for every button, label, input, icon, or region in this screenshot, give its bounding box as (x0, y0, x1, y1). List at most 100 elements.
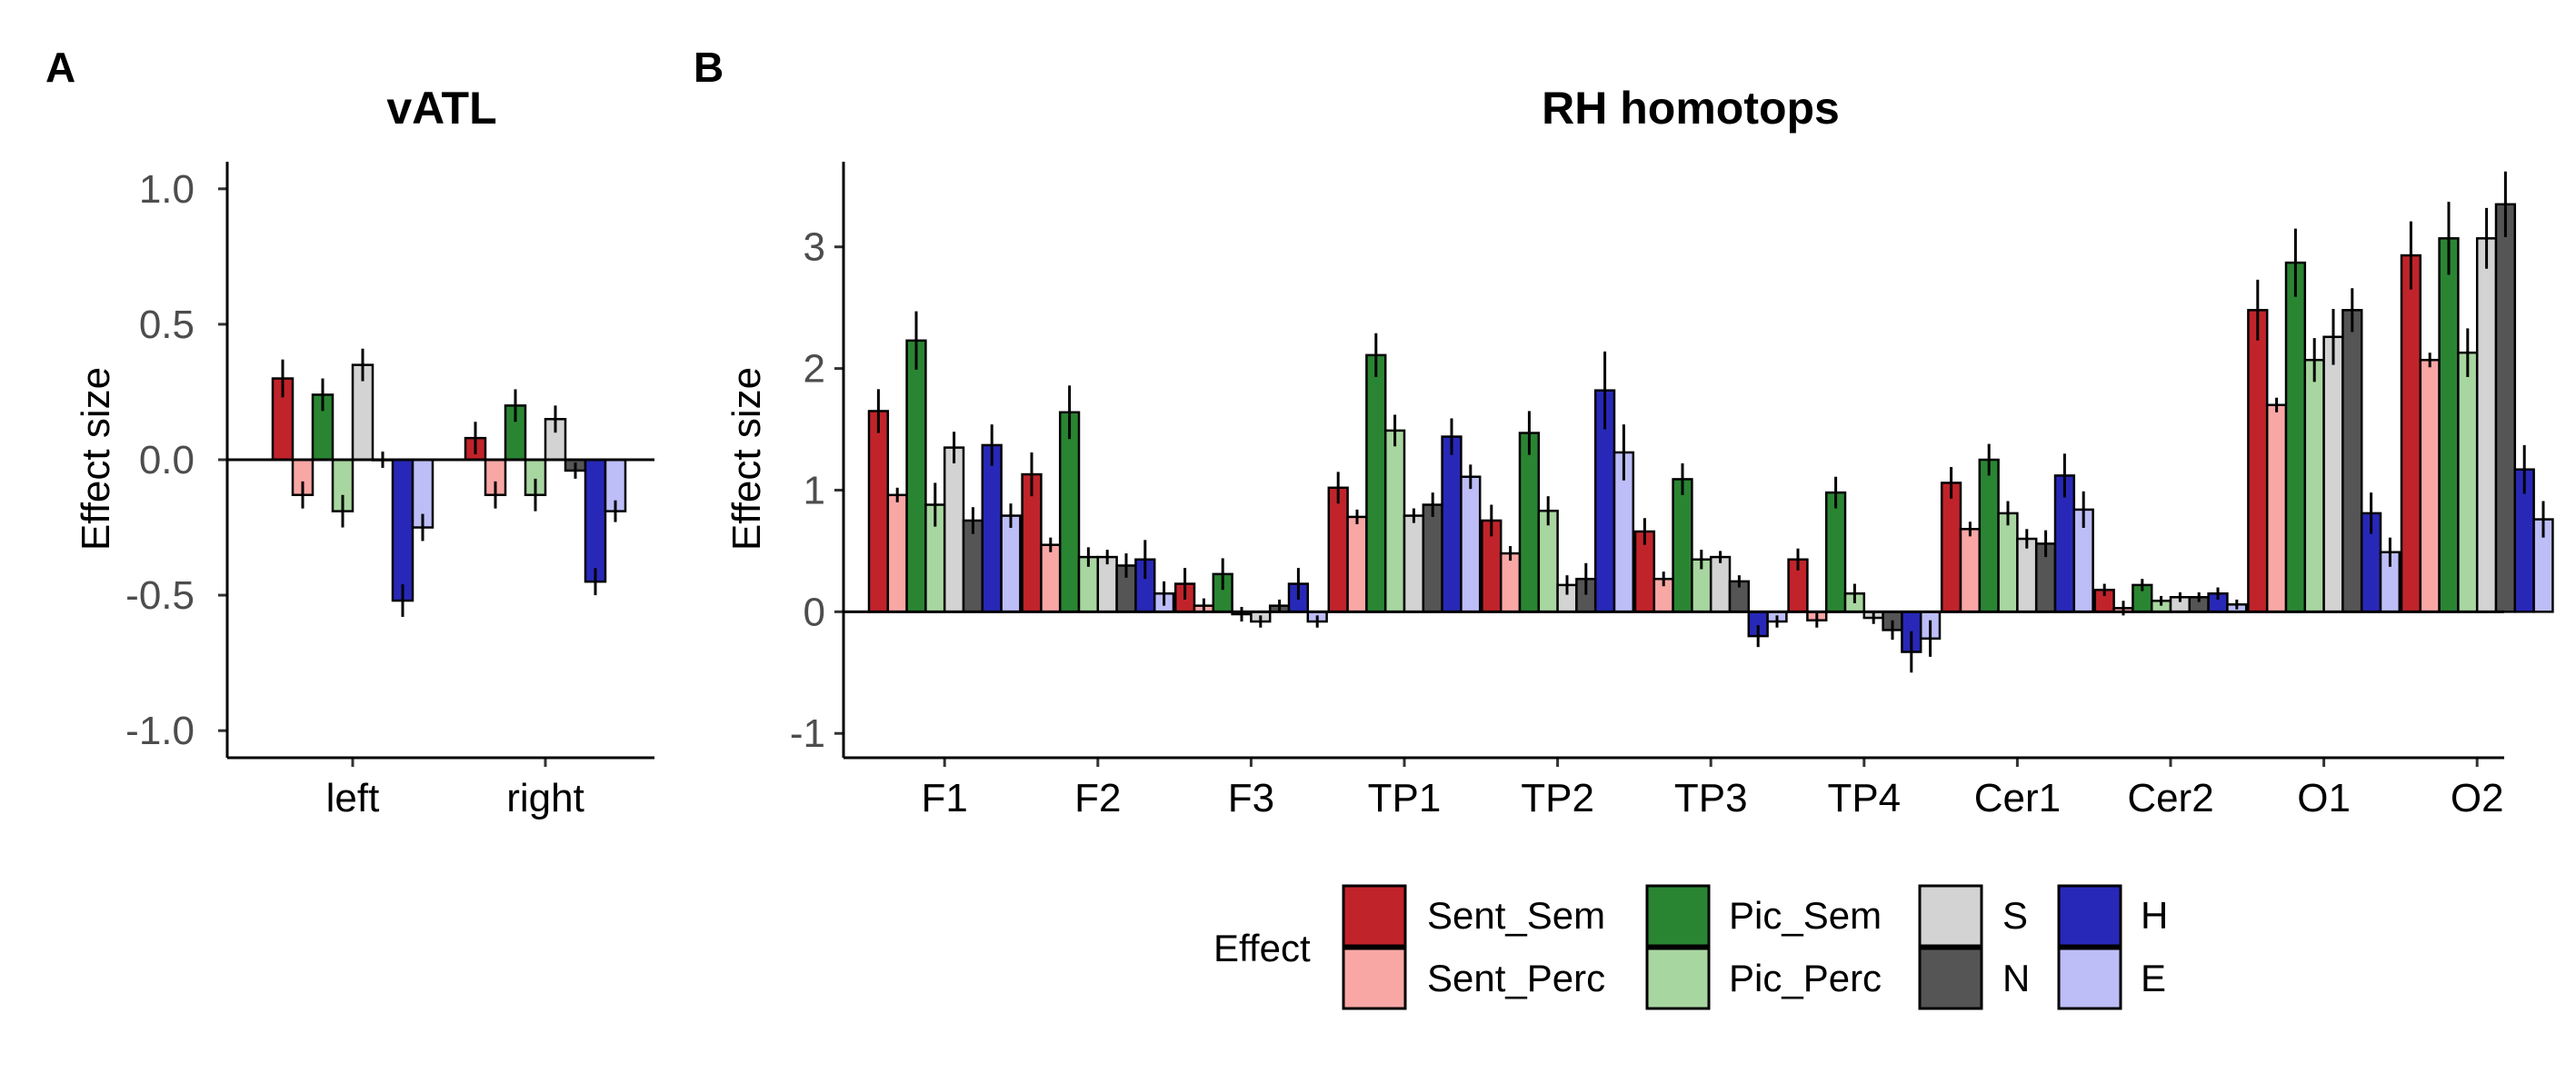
bar-rh-homotops-F1-H (981, 443, 1003, 613)
rh-homotops-error-bars (876, 171, 2545, 673)
legend-swatch-N (1918, 947, 1983, 1010)
bar-rh-homotops-TP3-Pic_Sem (1672, 478, 1693, 613)
legend-label-Sent_Sem: Sent_Sem (1427, 894, 1605, 937)
bar-rh-homotops-F1-S (943, 446, 965, 613)
bar-rh-homotops-O2-S (2475, 237, 2498, 613)
bar-rh-homotops-Cer1-Sent_Perc (1959, 528, 1982, 613)
bar-rh-homotops-TP2-Pic_Perc (1537, 509, 1559, 613)
legend-label-Pic_Perc: Pic_Perc (1729, 957, 1882, 999)
panel-b-label: B (694, 44, 724, 91)
bar-rh-homotops-F1-N (962, 519, 984, 613)
bar-rh-homotops-O1-Pic_Perc (2303, 358, 2325, 613)
bar-rh-homotops-TP4-Pic_Sem (1824, 491, 1847, 613)
legend-title: Effect (1213, 927, 1311, 969)
rh-homotops-x-tick-label: F3 (1228, 776, 1274, 820)
rh-homotops-y-tick-label: 3 (804, 225, 825, 270)
bar-rh-homotops-O1-S (2322, 335, 2344, 613)
rh-homotops-bars (867, 203, 2554, 653)
bar-rh-homotops-TP1-Sent_Sem (1327, 486, 1349, 613)
bar-rh-homotops-O2-N (2494, 203, 2517, 613)
rh-homotops-y-ticks: 3 2 1 0 -1 (790, 225, 844, 756)
vatl-y-tick-label: -1.0 (125, 709, 195, 753)
vatl-y-ticks: 1.0 0.5 0.0 -0.5 -1.0 (125, 167, 227, 753)
bar-rh-homotops-TP1-Pic_Sem (1365, 353, 1387, 613)
bar-rh-homotops-O1-Sent_Sem (2247, 309, 2269, 613)
rh-homotops-x-tick-label: F2 (1074, 776, 1121, 820)
bar-rh-homotops-TP1-Sent_Perc (1346, 515, 1368, 613)
bar-rh-homotops-F2-Sent_Perc (1040, 543, 1062, 613)
bar-rh-homotops-TP1-N (1422, 503, 1443, 613)
vatl-x-ticks: left right (326, 758, 584, 820)
legend-swatch-Sent_Sem (1342, 884, 1407, 948)
legend-swatch-Sent_Perc (1342, 947, 1407, 1010)
vatl-x-tick-label: left (326, 776, 380, 820)
rh-homotops-y-axis-label: Effect size (724, 367, 769, 551)
rh-homotops-x-tick-label: TP3 (1674, 776, 1748, 820)
rh-homotops-x-tick-label: O2 (2451, 776, 2504, 820)
vatl-chart: vATL Effect size 1.0 0.5 0.0 -0.5 -1.0 left r… (74, 83, 654, 820)
legend-label-S: S (2002, 894, 2028, 937)
vatl-title: vATL (386, 83, 496, 134)
rh-homotops-x-tick-label: F1 (922, 776, 968, 820)
bar-rh-homotops-F1-E (1000, 514, 1022, 613)
legend: Effect Sent_Sem Sent_Perc Pic_Sem Pic_Perc S… (1213, 884, 2168, 1010)
bar-vatl-left-H (391, 458, 414, 602)
bar-rh-homotops-O2-Sent_Sem (2400, 253, 2422, 613)
bar-rh-homotops-TP1-S (1403, 514, 1425, 613)
bar-rh-homotops-F2-Pic_Sem (1058, 411, 1081, 613)
bar-rh-homotops-Cer1-Sent_Sem (1940, 482, 1962, 613)
vatl-x-tick-label: right (506, 776, 584, 820)
rh-homotops-x-tick-label: Cer1 (1974, 776, 2061, 820)
rh-homotops-y-tick-label: 1 (804, 468, 825, 512)
rh-homotops-y-tick-label: 0 (804, 590, 825, 634)
bar-rh-homotops-TP2-Sent_Perc (1499, 551, 1522, 613)
rh-homotops-y-tick-label: 2 (804, 347, 825, 392)
rh-homotops-y-tick-label: -1 (790, 711, 825, 756)
bar-rh-homotops-O2-Pic_Sem (2438, 237, 2460, 613)
legend-swatch-Pic_Sem (1645, 884, 1711, 948)
bar-rh-homotops-TP1-Pic_Perc (1383, 429, 1406, 613)
legend-label-H: H (2141, 894, 2168, 937)
bar-rh-homotops-O2-Sent_Perc (2419, 358, 2441, 613)
bar-rh-homotops-O2-Pic_Perc (2457, 351, 2479, 613)
bar-rh-homotops-F1-Pic_Sem (905, 339, 927, 613)
vatl-y-tick-label: -0.5 (125, 573, 195, 618)
bar-rh-homotops-TP3-S (1709, 555, 1732, 613)
bar-rh-homotops-TP2-Pic_Sem (1518, 432, 1541, 613)
vatl-y-tick-label: 1.0 (139, 167, 195, 212)
bar-rh-homotops-TP1-E (1460, 475, 1482, 613)
bar-rh-homotops-O1-Sent_Perc (2265, 403, 2288, 613)
legend-swatch-S (1918, 884, 1983, 948)
bar-rh-homotops-O1-N (2341, 309, 2363, 613)
vatl-y-tick-label: 0.0 (139, 438, 195, 482)
vatl-y-axis-label: Effect size (74, 367, 118, 551)
bar-rh-homotops-Cer1-Pic_Perc (1997, 512, 2019, 613)
rh-homotops-title: RH homotops (1542, 83, 1840, 134)
rh-homotops-x-tick-label: TP4 (1827, 776, 1901, 820)
legend-label-Sent_Perc: Sent_Perc (1427, 957, 1605, 999)
vatl-error-bars (281, 348, 617, 617)
bar-vatl-right-H (584, 458, 607, 583)
bar-rh-homotops-F1-Sent_Perc (886, 493, 908, 613)
legend-label-Pic_Sem: Pic_Sem (1729, 894, 1882, 937)
legend-label-E: E (2141, 957, 2166, 999)
vatl-y-tick-label: 0.5 (139, 303, 195, 347)
bar-rh-homotops-Cer1-Pic_Sem (1978, 458, 2000, 613)
bar-rh-homotops-F1-Sent_Sem (867, 410, 890, 613)
legend-swatch-E (2057, 947, 2122, 1010)
legend-swatch-Pic_Perc (1645, 947, 1711, 1010)
rh-homotops-x-tick-label: TP1 (1368, 776, 1442, 820)
legend-label-N: N (2002, 957, 2030, 999)
vatl-bars (271, 363, 627, 602)
rh-homotops-chart: RH homotops Effect size 3 2 1 0 -1 F1 F2 F3 TP1… (724, 83, 2554, 820)
rh-homotops-x-ticks: F1 F2 F3 TP1 TP2 TP3 TP4 Cer1 Cer2 O1 O2 (922, 758, 2504, 820)
bar-rh-homotops-O1-Pic_Sem (2284, 261, 2307, 613)
rh-homotops-x-tick-label: TP2 (1521, 776, 1594, 820)
bar-rh-homotops-F2-S (1096, 555, 1118, 613)
rh-homotops-x-tick-label: Cer2 (2127, 776, 2213, 820)
bar-rh-homotops-TP1-H (1441, 435, 1463, 613)
legend-swatch-H (2057, 884, 2122, 948)
rh-homotops-x-tick-label: O1 (2297, 776, 2351, 820)
bar-rh-homotops-Cer1-S (2016, 537, 2038, 613)
